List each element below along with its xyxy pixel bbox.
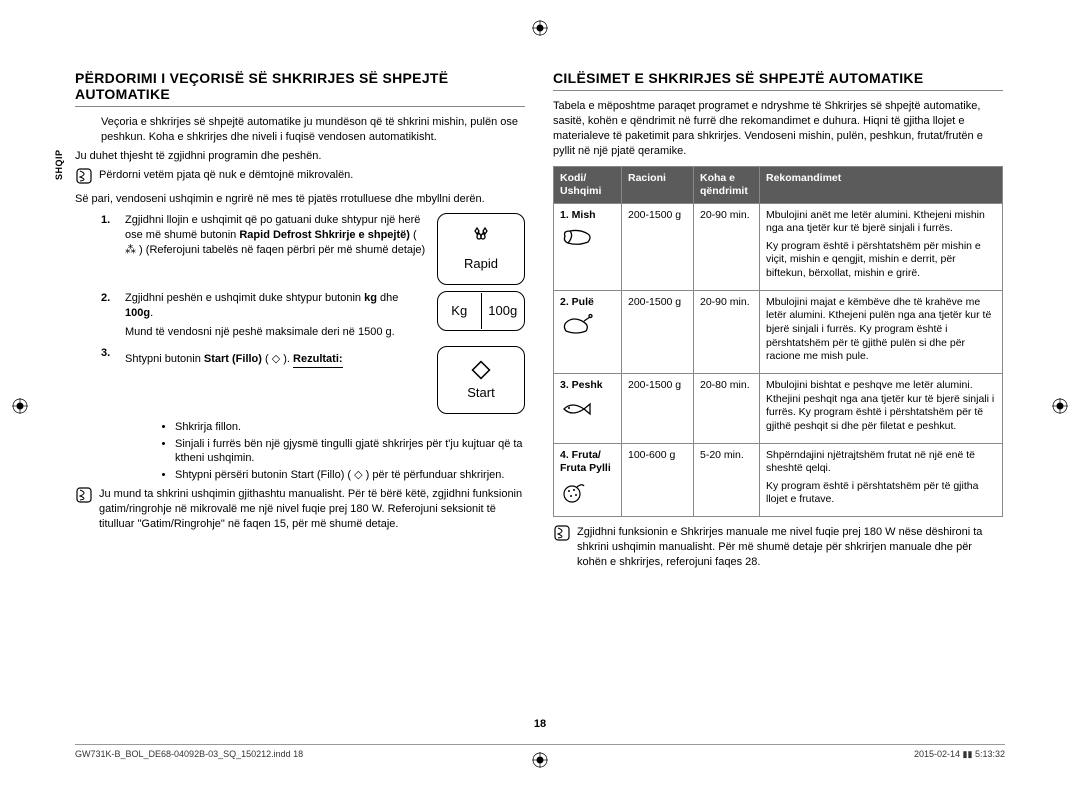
left-para-1: Veçoria e shkrirjes së shpejtë automatik… bbox=[101, 115, 525, 145]
cell-time: 20-90 min. bbox=[694, 290, 760, 373]
table-row: 4. Fruta/ Fruta Pylli100-600 g5-20 min.S… bbox=[554, 443, 1003, 517]
right-column: CILËSIMET E SHKRIRJES SË SHPEJTË AUTOMAT… bbox=[553, 70, 1003, 670]
cell-time: 20-90 min. bbox=[694, 203, 760, 290]
crop-mark-left bbox=[12, 398, 28, 414]
step2-text: Zgjidhni peshën e ushqimit duke shtypur … bbox=[125, 291, 429, 340]
fish-icon bbox=[560, 397, 615, 426]
cell-serving: 100-600 g bbox=[622, 443, 694, 517]
cell-rec: Mbulojini majat e këmbëve dhe të krahëve… bbox=[760, 290, 1003, 373]
inline-droplets-icon: ⁂ bbox=[125, 244, 136, 256]
language-side-label: SHQIP bbox=[54, 149, 64, 180]
cell-serving: 200-1500 g bbox=[622, 290, 694, 373]
step3-num: 3. bbox=[101, 346, 117, 414]
th-serving: Racioni bbox=[622, 167, 694, 203]
left-column: PËRDORIMI I VEÇORISË SË SHKRIRJES SË SHP… bbox=[75, 70, 525, 670]
table-row: 1. Mish200-1500 g20-90 min.Mbulojini anë… bbox=[554, 203, 1003, 290]
step2-num: 2. bbox=[101, 291, 117, 340]
step-1: 1. Zgjidhni llojin e ushqimit që po gatu… bbox=[101, 213, 525, 285]
th-rec: Rekomandimet bbox=[760, 167, 1003, 203]
cell-code: 3. Peshk bbox=[554, 373, 622, 443]
droplets-icon bbox=[467, 225, 495, 253]
cell-serving: 200-1500 g bbox=[622, 203, 694, 290]
step-3: 3. Shtypni butonin Start (Fillo) ( ◇ ). … bbox=[101, 346, 525, 414]
bullet-1: Shkrirja fillon. bbox=[175, 420, 525, 435]
note-icon bbox=[75, 168, 93, 189]
footer: GW731K-B_BOL_DE68-04092B-03_SQ_150212.in… bbox=[75, 744, 1005, 760]
step3-text: Shtypni butonin Start (Fillo) ( ◇ ). Rez… bbox=[125, 346, 429, 414]
chicken-icon bbox=[560, 313, 615, 342]
left-para-2: Ju duhet thjesht të zgjidhni programin d… bbox=[75, 149, 525, 164]
kg-label: Kg bbox=[438, 293, 482, 329]
table-row: 2. Pulë200-1500 g20-90 min.Mbulojini maj… bbox=[554, 290, 1003, 373]
rapid-label: Rapid bbox=[464, 255, 498, 273]
start-label: Start bbox=[467, 384, 494, 402]
start-button[interactable]: Start bbox=[437, 346, 525, 414]
result-bullets: Shkrirja fillon. Sinjali i furrës bën nj… bbox=[175, 420, 525, 483]
meat-icon bbox=[560, 226, 615, 255]
note-text: Zgjidhni funksionin e Shkrirjes manuale … bbox=[577, 525, 1003, 570]
cell-rec: Mbulojini anët me letër alumini. Kthejen… bbox=[760, 203, 1003, 290]
note-use-plates: Përdorni vetëm pjata që nuk e dëmtojnë m… bbox=[75, 168, 525, 189]
note-text: Përdorni vetëm pjata që nuk e dëmtojnë m… bbox=[99, 168, 353, 189]
rapid-defrost-button[interactable]: Rapid bbox=[437, 213, 525, 285]
table-row: 3. Peshk200-1500 g20-80 min.Mbulojini bi… bbox=[554, 373, 1003, 443]
footer-filename: GW731K-B_BOL_DE68-04092B-03_SQ_150212.in… bbox=[75, 749, 303, 760]
step2-sub: Mund të vendosni një peshë maksimale der… bbox=[125, 325, 429, 340]
100g-label: 100g bbox=[482, 293, 525, 329]
cell-rec: Mbulojini bishtat e peshqve me letër alu… bbox=[760, 373, 1003, 443]
step-2: 2. Zgjidhni peshën e ushqimit duke shtyp… bbox=[101, 291, 525, 340]
note-manual-defrost: Ju mund ta shkrini ushqimin gjithashtu m… bbox=[75, 487, 525, 532]
left-heading: PËRDORIMI I VEÇORISË SË SHKRIRJES SË SHP… bbox=[75, 70, 525, 107]
footer-timestamp: 2015-02-14 ▮▮ 5:13:32 bbox=[914, 749, 1005, 760]
step1-num: 1. bbox=[101, 213, 117, 285]
note-icon bbox=[553, 525, 571, 570]
cell-code: 1. Mish bbox=[554, 203, 622, 290]
inline-diamond-icon: ◇ bbox=[272, 353, 280, 365]
cell-time: 5-20 min. bbox=[694, 443, 760, 517]
th-code: Kodi/ Ushqimi bbox=[554, 167, 622, 203]
crop-mark-right bbox=[1052, 398, 1068, 414]
kg-100g-button[interactable]: Kg 100g bbox=[437, 291, 525, 331]
bullet-3: Shtypni përsëri butonin Start (Fillo) ( … bbox=[175, 468, 525, 483]
bullet-2: Sinjali i furrës bën një gjysmë tingulli… bbox=[175, 437, 525, 467]
note-icon bbox=[75, 487, 93, 532]
left-para-3: Së pari, vendoseni ushqimin e ngrirë në … bbox=[75, 192, 525, 207]
result-label: Rezultati: bbox=[293, 352, 343, 368]
diamond-icon bbox=[469, 358, 493, 382]
settings-table: Kodi/ Ushqimi Racioni Koha e qëndrimit R… bbox=[553, 166, 1003, 517]
cell-rec: Shpërndajini njëtrajtshëm frutat në një … bbox=[760, 443, 1003, 517]
cell-code: 2. Pulë bbox=[554, 290, 622, 373]
note-manual-180w: Zgjidhni funksionin e Shkrirjes manuale … bbox=[553, 525, 1003, 570]
step1-text: Zgjidhni llojin e ushqimit që po gatuani… bbox=[125, 213, 429, 285]
note-text: Ju mund ta shkrini ushqimin gjithashtu m… bbox=[99, 487, 525, 532]
cell-code: 4. Fruta/ Fruta Pylli bbox=[554, 443, 622, 517]
page-number: 18 bbox=[0, 718, 1080, 730]
right-heading: CILËSIMET E SHKRIRJES SË SHPEJTË AUTOMAT… bbox=[553, 70, 1003, 91]
th-time: Koha e qëndrimit bbox=[694, 167, 760, 203]
cell-time: 20-80 min. bbox=[694, 373, 760, 443]
page-content: PËRDORIMI I VEÇORISË SË SHKRIRJES SË SHP… bbox=[75, 70, 1005, 670]
cell-serving: 200-1500 g bbox=[622, 373, 694, 443]
berries-icon bbox=[560, 480, 615, 511]
right-intro: Tabela e mëposhtme paraqet programet e n… bbox=[553, 99, 1003, 158]
crop-mark-top bbox=[532, 20, 548, 36]
